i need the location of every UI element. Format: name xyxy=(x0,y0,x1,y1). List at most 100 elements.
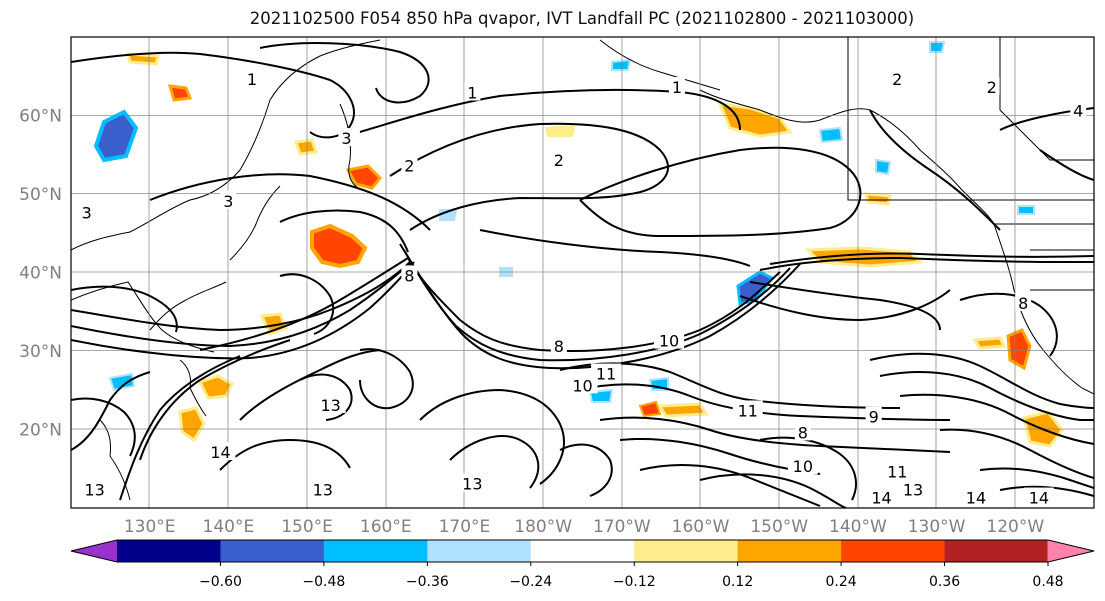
colorbar-tick-label: 0.12 xyxy=(722,574,753,590)
lon-label: 150°W xyxy=(750,517,808,537)
contour-label-bg xyxy=(550,150,567,169)
longitude-labels: 130°E 140°E 150°E 160°E 170°E 180°W 170°W 160°W… xyxy=(124,517,1045,537)
contour-label: 2 xyxy=(987,78,997,97)
lon-label: 160°E xyxy=(360,517,412,537)
colorbar-tick-label: −0.60 xyxy=(199,574,242,590)
contour-label-bg xyxy=(550,336,567,355)
lon-label: 130°E xyxy=(124,517,176,537)
colorbar-segment xyxy=(737,540,842,562)
contour-label: 11 xyxy=(738,401,758,420)
colorbar-segment xyxy=(323,540,428,562)
contour-label: 2 xyxy=(892,70,902,89)
colorbar-segment xyxy=(634,540,739,562)
contour-label-bg xyxy=(898,479,929,498)
lon-label: 170°E xyxy=(439,517,491,537)
contour-label-bg xyxy=(401,155,418,174)
contour-label: 2 xyxy=(554,151,564,170)
contour-label-bg xyxy=(457,473,488,492)
colorbar-tick-label: 0.36 xyxy=(929,574,960,590)
contour-label-bg xyxy=(567,375,598,394)
contour-label: 13 xyxy=(84,481,104,500)
lat-label: 60°N xyxy=(19,107,62,127)
contour-label: 14 xyxy=(210,443,230,462)
contour-label-bg xyxy=(1070,100,1087,119)
contour-label: 11 xyxy=(596,365,616,384)
contour-label: 11 xyxy=(887,463,907,482)
colorbar-tick-label: −0.24 xyxy=(509,574,552,590)
colorbar-extend-high xyxy=(1047,540,1094,562)
colorbar-tick-label: 0.48 xyxy=(1032,574,1063,590)
contour-label: 10 xyxy=(659,332,679,351)
contour-label-bg xyxy=(668,77,685,96)
contour-label-bg xyxy=(889,69,906,88)
lon-label: 160°W xyxy=(672,517,730,537)
contour-label: 1 xyxy=(467,84,477,103)
contour-label-bg xyxy=(882,461,913,480)
contour-label: 3 xyxy=(223,192,233,211)
contour-label: 3 xyxy=(82,204,92,223)
contour-label: 3 xyxy=(341,129,351,148)
lon-label: 170°W xyxy=(593,517,651,537)
contour-label-bg xyxy=(787,456,818,475)
contour-label-bg xyxy=(243,69,260,88)
colorbar-tick-label: 0.24 xyxy=(826,574,857,590)
lat-label: 50°N xyxy=(19,185,62,205)
contour-labels: 1112232243338881011101311891410111313131… xyxy=(78,69,1087,508)
colorbar-tick-label: −0.36 xyxy=(406,574,449,590)
contour-label: 8 xyxy=(554,337,564,356)
lon-label: 150°E xyxy=(281,517,333,537)
colorbar-segment xyxy=(841,540,946,562)
contour-label-bg xyxy=(78,202,95,221)
contour-label-bg xyxy=(307,479,338,498)
contour-label-bg xyxy=(315,394,346,413)
contour-label: 8 xyxy=(798,423,808,442)
contour-label-bg xyxy=(794,422,811,441)
contour-label-bg xyxy=(866,487,897,506)
colorbar-tick-labels: −0.60 −0.48 −0.36 −0.24 −0.12 0.12 0.24 0.36 0.4… xyxy=(199,562,1064,590)
contour-label: 13 xyxy=(462,474,482,493)
colorbar-segment xyxy=(220,540,325,562)
contour-label-bg xyxy=(732,400,763,419)
lat-label: 20°N xyxy=(19,421,62,441)
contour-label: 14 xyxy=(966,489,986,508)
contour-label: 13 xyxy=(313,481,333,500)
contour-label: 14 xyxy=(871,489,891,508)
ivt-contours xyxy=(71,42,1094,508)
contour-label-bg xyxy=(591,363,622,382)
contour-label-bg xyxy=(1015,292,1032,311)
colorbar-tick-label: −0.12 xyxy=(613,574,656,590)
contour-label-bg xyxy=(79,479,110,498)
lon-label: 130°W xyxy=(908,517,966,537)
contour-label-bg xyxy=(865,406,882,425)
graticule xyxy=(71,37,1094,508)
contour-label: 8 xyxy=(404,266,414,285)
colorbar-tick-label: −0.48 xyxy=(302,574,345,590)
colorbar-segment xyxy=(427,540,532,562)
lat-label: 40°N xyxy=(19,264,62,284)
colorbar-outline xyxy=(70,539,1095,563)
contour-label: 1 xyxy=(672,78,682,97)
lon-label: 140°E xyxy=(203,517,255,537)
contour-label-bg xyxy=(464,82,481,101)
contour-label-bg xyxy=(401,265,418,284)
contour-label: 10 xyxy=(572,376,592,395)
contour-label: 13 xyxy=(903,481,923,500)
coastlines xyxy=(71,37,1094,501)
negative-qvapor-shading xyxy=(93,41,1035,403)
contour-label-bg xyxy=(205,442,236,461)
colorbar xyxy=(70,539,1095,563)
map-frame xyxy=(70,36,1095,509)
lon-label: 140°W xyxy=(829,517,887,537)
contour-label: 8 xyxy=(1018,294,1028,313)
contour-label: 14 xyxy=(1029,489,1049,508)
contour-label-bg xyxy=(338,128,355,147)
contour-label-bg xyxy=(220,190,237,209)
contour-label: 10 xyxy=(793,457,813,476)
lon-label: 120°W xyxy=(986,517,1044,537)
contour-label: 4 xyxy=(1073,102,1083,121)
contour-label: 13 xyxy=(321,396,341,415)
latitude-labels: 60°N 50°N 40°N 30°N 20°N xyxy=(19,107,62,441)
contour-label: 1 xyxy=(247,70,257,89)
contour-label-bg xyxy=(983,77,1000,96)
